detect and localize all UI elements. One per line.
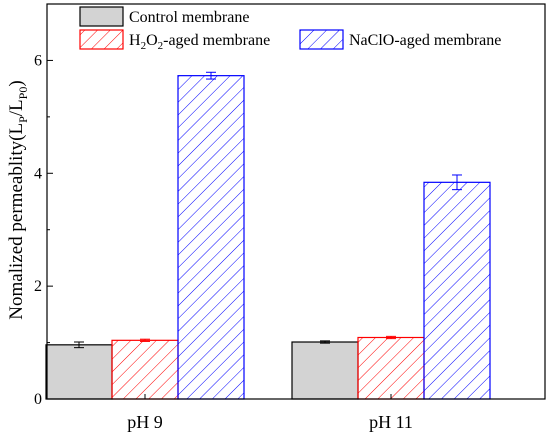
- plot-frame: [46, 3, 546, 400]
- legend-label-naclo: NaClO-aged membrane: [349, 32, 501, 49]
- error-bar-3-ph-11: [452, 174, 462, 191]
- y-axis-label: Nomalized permeablity(LP/LP0): [6, 80, 30, 319]
- bar-2-ph-11: [357, 336, 425, 400]
- legend-swatch-naclo: [299, 29, 344, 50]
- y-tick-label: 6: [34, 52, 42, 69]
- y-tick-label: 0: [34, 391, 42, 408]
- bar-1-ph-11: [291, 341, 359, 400]
- error-bar-3-ph-9: [206, 71, 216, 80]
- legend-label-control: Control membrane: [129, 9, 249, 26]
- bar-2-ph-9: [111, 339, 179, 400]
- error-bar-2-ph-9: [140, 338, 150, 342]
- legend-swatch-h2o2: [79, 29, 124, 50]
- error-bar-2-ph-11: [386, 335, 396, 340]
- bar-1-ph-9: [45, 344, 113, 400]
- x-axis: pH 9 pH 11: [127, 394, 413, 432]
- legend-label-h2o2: H2O2-aged membrane: [129, 32, 270, 52]
- bar-3-ph-9: [177, 75, 245, 400]
- bars-group: [45, 75, 491, 400]
- error-bar-1-ph-11: [320, 340, 330, 344]
- legend-entry-control: Control membrane: [79, 6, 249, 27]
- y-axis: 0 2 4 6: [34, 3, 53, 408]
- error-bar-1-ph-9: [74, 341, 84, 349]
- legend-entry-naclo: NaClO-aged membrane: [299, 29, 501, 50]
- x-tick-label: pH 9: [127, 412, 163, 432]
- x-tick-label: pH 11: [369, 412, 413, 432]
- legend-entry-h2o2: H2O2-aged membrane: [79, 29, 270, 52]
- y-tick-label: 4: [34, 165, 42, 182]
- legend: Control membrane H2O2-aged membrane NaCl…: [79, 6, 501, 52]
- legend-swatch-control: [79, 6, 124, 27]
- error-bars-group: [74, 71, 462, 349]
- y-tick-label: 2: [34, 278, 42, 295]
- bar-3-ph-11: [423, 181, 491, 400]
